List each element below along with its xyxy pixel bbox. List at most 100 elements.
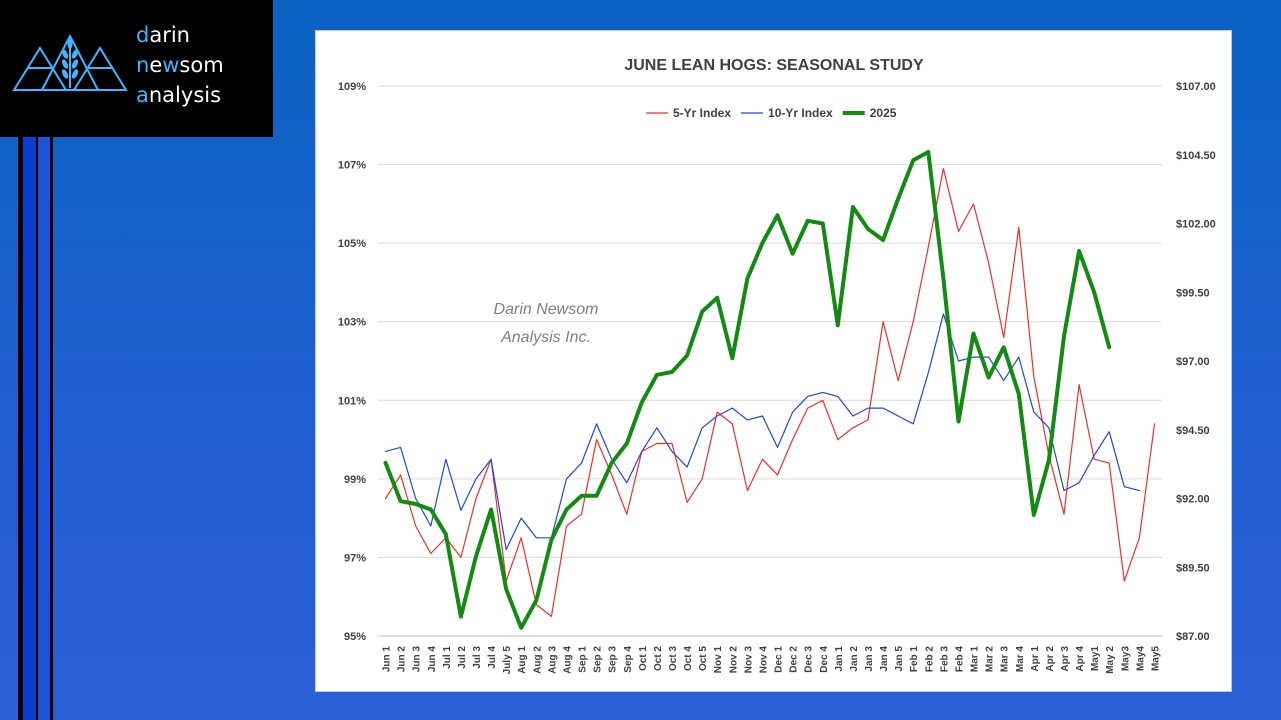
right-tick-label: $107.00: [1176, 81, 1216, 93]
decor-bar: [23, 137, 36, 720]
x-tick-label: Apr 4: [1075, 646, 1086, 672]
x-tick-label: Dec 3: [804, 646, 815, 673]
x-tick-label: May5: [1150, 646, 1161, 671]
decor-bar: [18, 137, 23, 720]
decor-bar: [38, 137, 50, 720]
left-tick-label: 99%: [344, 474, 366, 486]
left-axis: 95% 97% 99% 101% 103% 105% 107% 109%: [338, 81, 366, 643]
decor-bar: [36, 137, 38, 720]
series-line-5-yr-index: [384, 167, 1156, 617]
x-tick-label: Oct 3: [668, 646, 679, 671]
right-tick-label: $87.00: [1176, 631, 1210, 643]
x-tick-label: Oct 5: [698, 646, 709, 671]
x-tick-label: Dec 4: [819, 646, 830, 673]
x-tick-label: Feb 1: [909, 646, 920, 673]
right-tick-label: $99.50: [1176, 287, 1210, 299]
x-tick-label: Jul 2: [457, 646, 468, 669]
brand-line-3: analysis: [136, 83, 222, 107]
brand-line-2: newsom: [136, 53, 224, 77]
x-tick-label: Jun 3: [412, 646, 423, 673]
x-tick-label: Nov 1: [713, 646, 724, 674]
left-tick-label: 105%: [338, 238, 366, 250]
series-line-2025: [383, 150, 1112, 630]
x-tick-label: Aug 2: [532, 646, 543, 674]
chart-title: JUNE LEAN HOGS: SEASONAL STUDY: [624, 57, 924, 74]
x-tick-label: Jan 2: [849, 646, 860, 672]
x-tick-label: July 5: [502, 646, 513, 675]
x-tick-label: Jan 3: [864, 646, 875, 672]
watermark-line-1: Darin Newsom: [494, 301, 599, 318]
x-tick-label: Sep 2: [593, 646, 604, 673]
series-line-10-yr-index: [384, 313, 1140, 551]
x-tick-label: Apr 1: [1030, 646, 1041, 672]
brand-name: darin newsom analysis: [136, 20, 224, 110]
x-tick-label: Jun 1: [382, 646, 393, 673]
left-tick-label: 109%: [338, 81, 366, 93]
x-tick-label: Nov 4: [758, 646, 769, 674]
x-tick-label: Apr 2: [1045, 646, 1056, 672]
x-tick-label: Mar 1: [970, 646, 981, 673]
x-tick-label: Jul 3: [472, 646, 483, 669]
x-tick-label: Dec 1: [774, 646, 785, 673]
grid-lines: [378, 85, 1162, 637]
x-tick-label: Oct 4: [683, 646, 694, 671]
legend-label: 5-Yr Index: [673, 106, 731, 120]
x-tick-label: Sep 1: [578, 646, 589, 673]
right-axis: $87.00 $89.50 $92.00 $94.50 $97.00 $99.50 $102…: [1176, 81, 1216, 643]
x-tick-label: Dec 2: [789, 646, 800, 673]
chart-panel: JUNE LEAN HOGS: SEASONAL STUDY Darin New…: [315, 30, 1232, 692]
x-tick-label: Aug 1: [517, 646, 528, 674]
x-tick-label: Mar 2: [985, 646, 996, 673]
left-tick-label: 95%: [344, 631, 366, 643]
x-tick-label: Oct 2: [653, 646, 664, 671]
right-tick-label: $94.50: [1176, 425, 1210, 437]
x-tick-label: May 2: [1105, 646, 1116, 674]
x-tick-label: Sep 4: [623, 646, 634, 673]
right-tick-label: $104.50: [1176, 150, 1216, 162]
brand-line-1: darin: [136, 23, 190, 47]
x-tick-label: May3: [1120, 646, 1131, 671]
x-tick-label: Feb 2: [924, 646, 935, 673]
x-tick-label: Mar 4: [1015, 646, 1026, 673]
x-tick-label: Jan 1: [834, 646, 845, 672]
x-tick-label: Nov 3: [743, 646, 754, 674]
right-tick-label: $89.50: [1176, 562, 1210, 574]
legend-item: 2025: [842, 106, 897, 120]
x-tick-label: Feb 4: [954, 646, 965, 673]
series-layer: [383, 150, 1156, 630]
mountain-wheat-logo-icon: [12, 33, 128, 91]
right-tick-label: $92.00: [1176, 494, 1210, 506]
x-tick-label: Sep 3: [608, 646, 619, 673]
x-tick-label: May1: [1090, 646, 1101, 671]
seasonal-line-chart: JUNE LEAN HOGS: SEASONAL STUDY Darin New…: [338, 57, 1216, 675]
x-tick-label: Jan 5: [894, 646, 905, 672]
x-tick-label: Oct 1: [638, 646, 649, 671]
watermark: Darin Newsom Analysis Inc.: [494, 301, 599, 346]
legend-item: 5-Yr Index: [646, 106, 731, 120]
legend-label: 2025: [870, 106, 897, 120]
legend: 5-Yr Index 10-Yr Index 2025: [646, 106, 897, 120]
x-tick-label: May4: [1135, 646, 1146, 671]
x-tick-label: Jun 2: [397, 646, 408, 673]
x-tick-label: Jan 4: [879, 646, 890, 672]
x-tick-label: Mar 3: [1000, 646, 1011, 673]
right-tick-label: $102.00: [1176, 219, 1216, 231]
x-tick-label: Jul 4: [487, 646, 498, 669]
right-tick-label: $97.00: [1176, 356, 1210, 368]
logo-panel: darin newsom analysis: [0, 0, 273, 137]
left-tick-label: 103%: [338, 317, 366, 329]
left-tick-label: 97%: [344, 552, 366, 564]
decor-bar: [50, 137, 53, 720]
x-tick-label: Aug 3: [547, 646, 558, 674]
left-tick-label: 101%: [338, 395, 366, 407]
x-tick-label: Nov 2: [728, 646, 739, 674]
x-tick-label: Aug 4: [562, 646, 573, 674]
watermark-line-2: Analysis Inc.: [500, 329, 591, 346]
left-tick-label: 107%: [338, 160, 366, 172]
legend-item: 10-Yr Index: [741, 106, 833, 120]
x-tick-label: Feb 3: [939, 646, 950, 673]
legend-label: 10-Yr Index: [768, 106, 833, 120]
x-tick-label: Apr 3: [1060, 646, 1071, 672]
x-axis: Jun 1 Jun 2 Jun 3 Jun 4 Jul 1 Jul 2 Jul 3 Jul 4…: [382, 646, 1162, 675]
x-tick-label: Jun 4: [427, 646, 438, 673]
